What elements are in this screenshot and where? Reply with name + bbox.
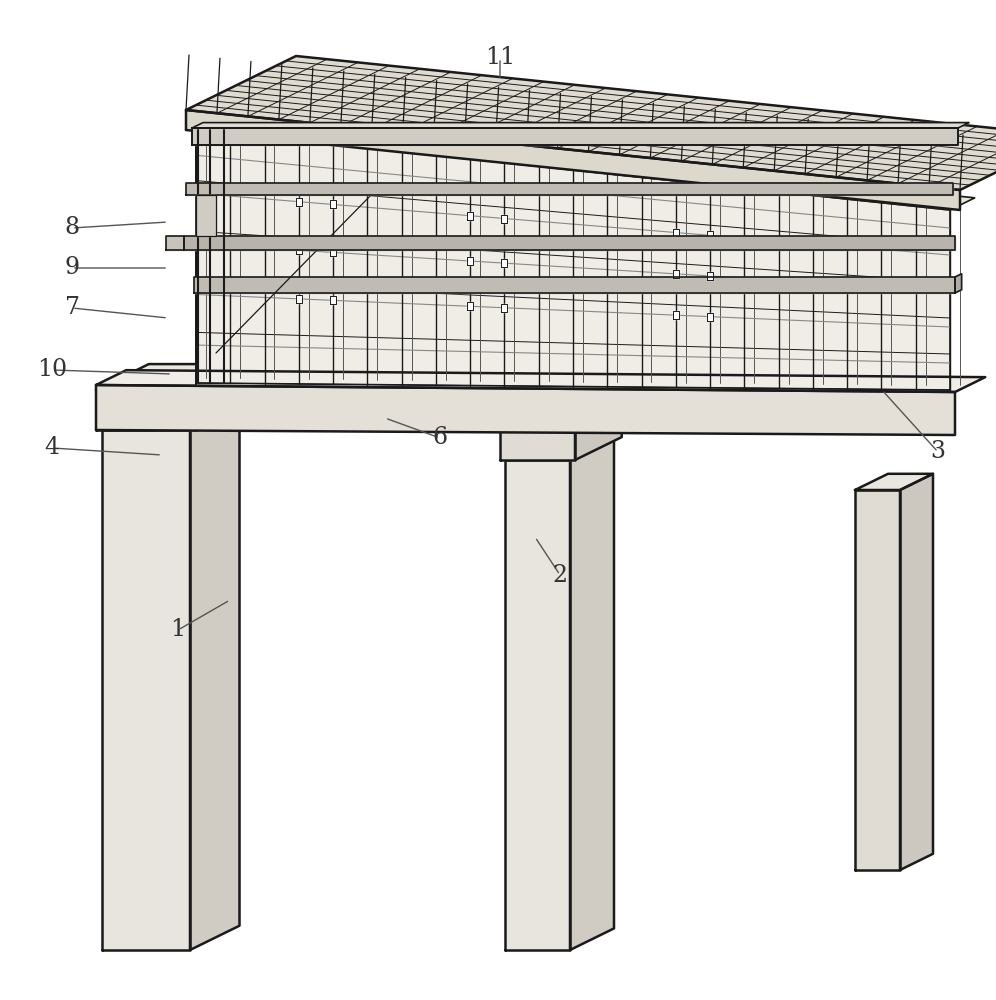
Polygon shape	[186, 56, 996, 190]
Polygon shape	[501, 215, 507, 223]
Polygon shape	[707, 272, 713, 280]
Polygon shape	[196, 364, 249, 430]
Text: 7: 7	[65, 296, 80, 320]
Polygon shape	[855, 474, 933, 490]
Polygon shape	[467, 212, 473, 220]
Text: 9: 9	[65, 256, 80, 279]
Polygon shape	[296, 198, 302, 206]
Polygon shape	[186, 183, 953, 195]
Polygon shape	[296, 246, 302, 254]
Text: 11: 11	[485, 46, 515, 70]
Polygon shape	[96, 385, 955, 435]
Polygon shape	[186, 110, 960, 210]
Polygon shape	[673, 229, 679, 237]
Polygon shape	[900, 474, 933, 870]
Polygon shape	[196, 195, 216, 236]
Polygon shape	[570, 438, 614, 950]
Polygon shape	[500, 428, 575, 460]
Polygon shape	[184, 236, 955, 250]
Polygon shape	[505, 460, 570, 950]
Polygon shape	[192, 128, 958, 145]
Polygon shape	[296, 295, 302, 303]
Polygon shape	[673, 311, 679, 319]
Text: 10: 10	[37, 359, 67, 381]
Polygon shape	[330, 200, 336, 208]
Text: 2: 2	[553, 564, 568, 586]
Polygon shape	[501, 304, 507, 312]
Polygon shape	[166, 236, 184, 250]
Polygon shape	[505, 438, 614, 460]
Polygon shape	[330, 296, 336, 304]
Polygon shape	[194, 277, 955, 293]
Text: 4: 4	[45, 436, 60, 460]
Polygon shape	[467, 302, 473, 310]
Polygon shape	[855, 490, 900, 870]
Polygon shape	[707, 313, 713, 321]
Text: 3: 3	[930, 440, 945, 464]
Polygon shape	[102, 406, 239, 430]
Polygon shape	[707, 231, 713, 239]
Polygon shape	[500, 405, 622, 428]
Polygon shape	[955, 274, 961, 293]
Polygon shape	[467, 257, 473, 265]
Polygon shape	[190, 406, 239, 950]
Text: 6: 6	[432, 426, 447, 450]
Polygon shape	[96, 370, 985, 392]
Polygon shape	[330, 248, 336, 256]
Polygon shape	[501, 259, 507, 267]
Polygon shape	[575, 405, 622, 460]
Polygon shape	[196, 118, 975, 210]
Polygon shape	[196, 130, 950, 390]
Text: 8: 8	[65, 217, 80, 239]
Polygon shape	[96, 364, 249, 390]
Polygon shape	[673, 270, 679, 278]
Polygon shape	[96, 390, 196, 430]
Text: 1: 1	[170, 618, 185, 642]
Polygon shape	[192, 123, 969, 128]
Polygon shape	[102, 430, 190, 950]
